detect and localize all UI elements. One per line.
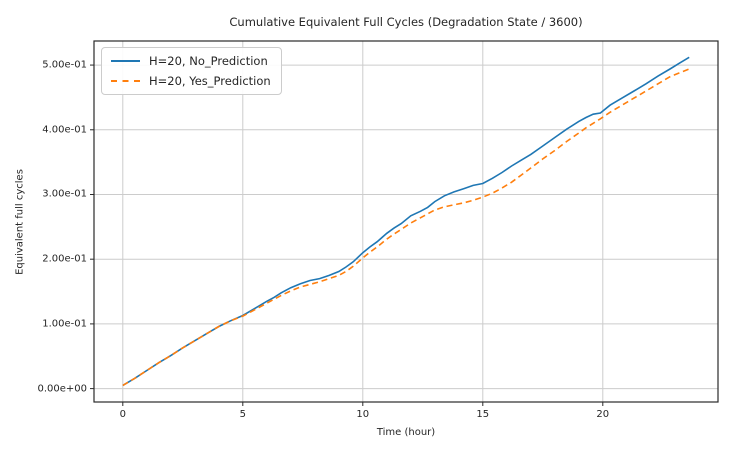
y-tick-label: 3.00e-01 bbox=[42, 188, 87, 200]
x-tick-label: 20 bbox=[596, 409, 610, 420]
legend: H=20, No_Prediction H=20, Yes_Prediction bbox=[101, 47, 282, 95]
y-axis-label: Equivalent full cycles bbox=[14, 169, 26, 275]
y-tick-label: 5.00e-01 bbox=[42, 59, 87, 71]
x-tick-label: 10 bbox=[356, 409, 370, 420]
y-tick-label: 4.00e-01 bbox=[42, 124, 87, 136]
y-tick-label: 2.00e-01 bbox=[42, 253, 87, 265]
legend-item-no-prediction: H=20, No_Prediction bbox=[111, 53, 271, 69]
chart-title: Cumulative Equivalent Full Cycles (Degra… bbox=[229, 15, 583, 29]
x-axis-label: Time (hour) bbox=[376, 427, 436, 438]
legend-label: H=20, Yes_Prediction bbox=[149, 74, 271, 88]
legend-label: H=20, No_Prediction bbox=[149, 54, 268, 68]
y-tick-label: 1.00e-01 bbox=[42, 318, 87, 330]
y-tick-label: 0.00e+00 bbox=[37, 383, 87, 395]
legend-line-sample-dashed bbox=[111, 80, 140, 82]
x-tick-label: 0 bbox=[119, 409, 126, 420]
x-tick-label: 15 bbox=[476, 409, 490, 420]
x-tick-label: 5 bbox=[239, 409, 246, 420]
legend-line-sample-solid bbox=[111, 60, 140, 62]
legend-item-yes-prediction: H=20, Yes_Prediction bbox=[111, 73, 271, 89]
